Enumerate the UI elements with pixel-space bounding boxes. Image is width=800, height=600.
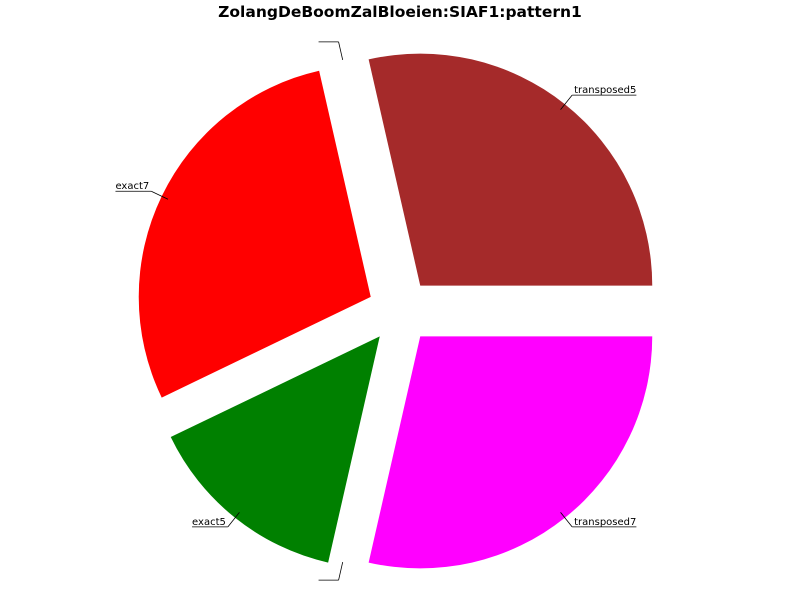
leader-line [560, 94, 573, 110]
slice-label-transposed5: transposed5 [560, 85, 637, 110]
slice-label-transposed7: transposed7 [560, 512, 637, 528]
slice-label-text: exact5 [192, 517, 226, 528]
pie-slice-transposed7 [368, 336, 653, 569]
pie-slice-transposed5 [368, 53, 653, 286]
chart-title: ZolangDeBoomZalBloeien:SIAF1:pattern1 [218, 3, 582, 21]
leader-line [560, 512, 573, 528]
leader-line [151, 190, 169, 200]
leader-line [227, 512, 240, 528]
slice-label-text: transposed5 [574, 85, 636, 96]
slice-label-exact7: exact7 [115, 181, 169, 200]
slice-label-text: transposed7 [574, 517, 636, 528]
slice-label-unlabeled-1 [318, 41, 344, 61]
leader-line [338, 561, 344, 581]
pie-slice-exact5 [170, 336, 380, 563]
slice-label-exact5: exact5 [192, 512, 240, 528]
slice-label-text: exact7 [115, 181, 149, 192]
slice-label-unlabeled-4 [318, 561, 344, 581]
leader-line [338, 41, 344, 61]
pie-slice-exact7 [138, 70, 371, 398]
